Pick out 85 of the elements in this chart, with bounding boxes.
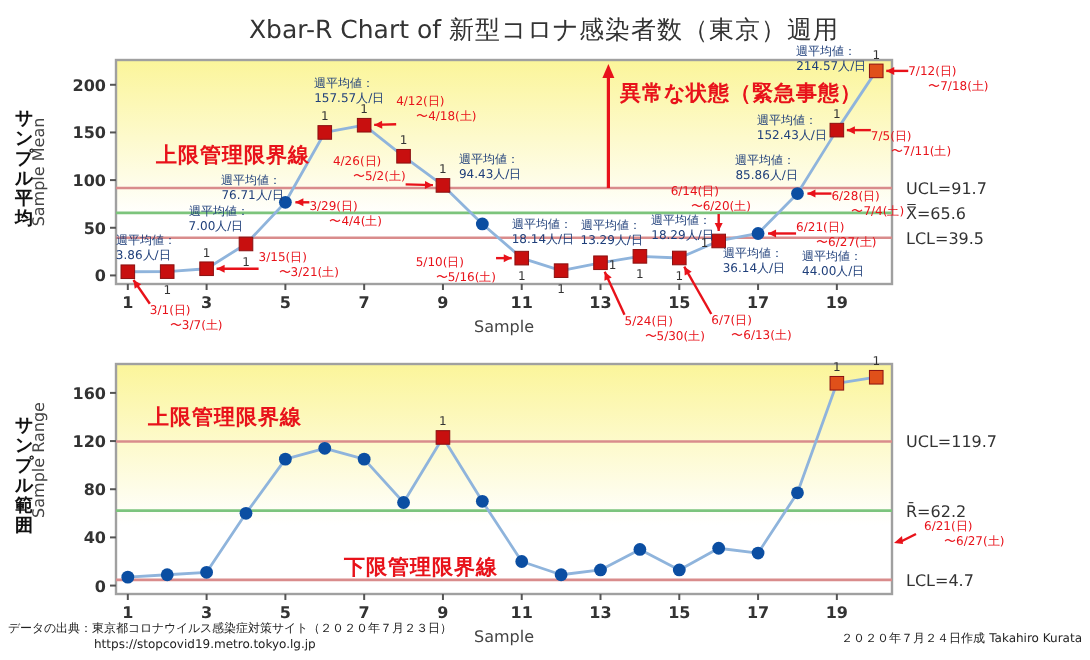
point: [751, 546, 765, 560]
point: [829, 375, 845, 391]
point: [397, 496, 410, 509]
y-tick-label: 200: [72, 76, 107, 95]
y-tick-label: 0: [94, 267, 107, 286]
x-tick-label: 11: [510, 294, 534, 312]
point: [239, 506, 253, 520]
y-axis-title: サンプル平均: [13, 110, 35, 230]
point: [160, 568, 174, 582]
y-tick-label: 150: [72, 124, 107, 143]
point: [200, 565, 213, 579]
point: [475, 494, 489, 508]
point: [435, 430, 451, 445]
point: [593, 255, 608, 271]
point: [475, 217, 489, 231]
chart-title: Xbar-R Chart of 新型コロナ感染者数（東京）週用: [248, 14, 840, 44]
point: [121, 570, 135, 584]
x-tick-label: 9: [437, 294, 450, 312]
point: [554, 568, 568, 582]
x-tick-label: 17: [746, 294, 770, 312]
point: [238, 236, 254, 252]
point: [357, 452, 371, 466]
x-tick-label: 1: [122, 294, 135, 312]
point: [515, 555, 529, 568]
point: [553, 263, 569, 278]
point: [120, 264, 136, 280]
y-tick-label: 80: [83, 481, 107, 500]
annotation: 上限管理限界線: [154, 142, 312, 168]
x-tick-label: 3: [201, 604, 213, 622]
point: [672, 563, 686, 577]
point: [514, 250, 530, 266]
point: [594, 563, 607, 577]
annotation: 異常な状態（緊急事態）: [618, 80, 863, 107]
point: [199, 261, 214, 277]
point: [751, 227, 765, 240]
point: [159, 264, 175, 279]
point: [632, 249, 648, 264]
point: [435, 178, 451, 193]
x-tick-label: 5: [279, 294, 292, 312]
x-tick-label: 17: [746, 604, 770, 622]
ref-line-label: UCL=91.7: [906, 180, 987, 199]
point: [356, 117, 372, 133]
point: [712, 541, 726, 555]
x-tick-label: 7: [358, 604, 370, 622]
point: [396, 148, 411, 164]
x-tick-label: 11: [510, 604, 534, 622]
y-tick-label: 120: [72, 433, 107, 452]
x-tick-label: 9: [437, 604, 450, 622]
point: [791, 187, 804, 200]
x-tick-label: 13: [589, 294, 612, 312]
x-tick-label: 7: [358, 294, 370, 312]
ref-line-label: LCL=39.5: [906, 229, 985, 248]
ref-line-label: X̿=65.6: [905, 201, 966, 223]
x-tick-label: 19: [825, 604, 849, 622]
x-tick-label: 13: [589, 604, 612, 622]
point: [711, 233, 726, 249]
y-tick-label: 160: [72, 384, 107, 403]
point: [317, 125, 333, 140]
point: [791, 486, 804, 500]
point: [868, 63, 884, 79]
point: [868, 369, 884, 385]
x-tick-label: 3: [201, 294, 213, 312]
y-tick-label: 0: [94, 577, 107, 596]
x-axis-title: Sample: [474, 628, 535, 646]
annotation: 上限管理限界線: [146, 404, 304, 430]
ref-line-label: LCL=4.7: [906, 571, 974, 590]
x-axis-title: Sample: [474, 318, 535, 336]
ref-line-label: R̄=62.2: [906, 501, 967, 521]
x-tick-label: 15: [668, 294, 692, 312]
annotation: 下限管理限界線: [342, 554, 500, 580]
y-tick-label: 50: [83, 219, 107, 238]
y-tick-label: 40: [83, 529, 107, 548]
point: [633, 543, 647, 556]
y-tick-label: 100: [72, 172, 107, 191]
x-tick-label: 5: [279, 604, 292, 622]
point: [278, 452, 292, 466]
point: [318, 441, 332, 455]
x-tick-label: 19: [825, 294, 849, 312]
x-tick-label: 1: [122, 604, 135, 622]
y-axis-title: サンプル範囲: [13, 417, 35, 537]
ref-line-label: UCL=119.7: [906, 433, 998, 452]
point: [829, 122, 845, 138]
text: Sample Mean: [30, 117, 48, 227]
x-tick-label: 15: [668, 604, 692, 622]
point: [671, 250, 687, 266]
